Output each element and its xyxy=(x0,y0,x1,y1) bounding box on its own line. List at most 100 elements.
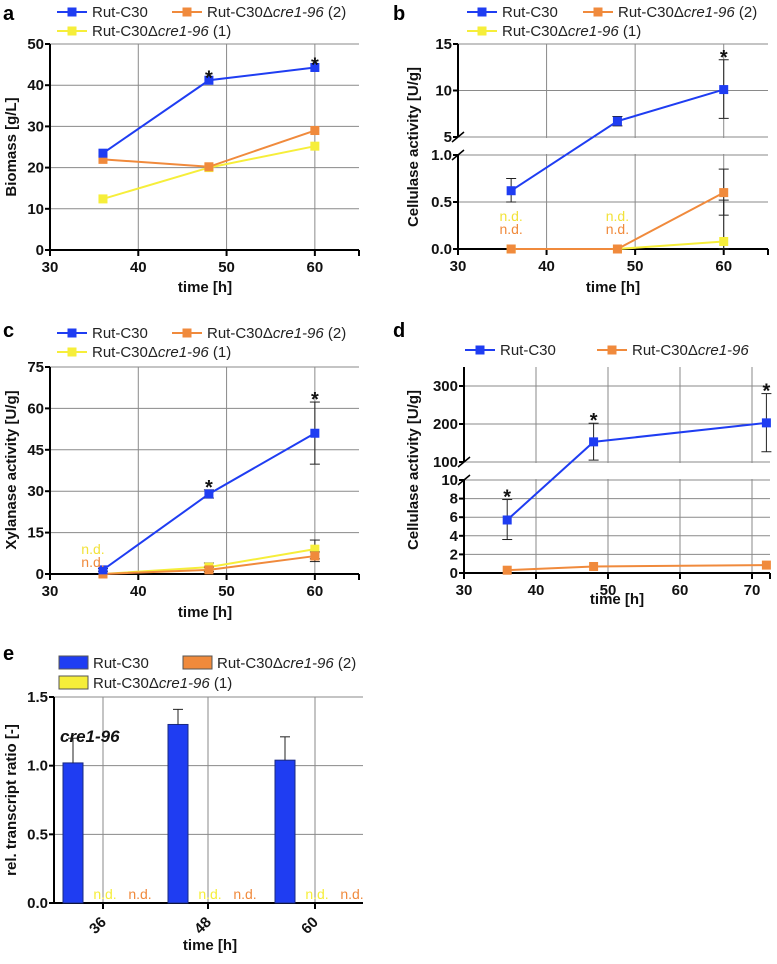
series-group xyxy=(506,59,729,254)
y-tick-label: 2 xyxy=(450,546,458,563)
not-detected-label: n.d. xyxy=(198,886,221,902)
data-point xyxy=(204,162,214,172)
y-tick-label: 0 xyxy=(36,242,44,259)
significance-marker: * xyxy=(590,410,598,432)
legend-marker xyxy=(593,7,603,17)
data-point xyxy=(719,188,729,198)
series-line xyxy=(102,129,316,168)
y-tick-label: 4 xyxy=(450,528,459,545)
legend-label-part: (2) xyxy=(324,4,347,21)
data-point xyxy=(98,565,108,575)
data-point xyxy=(204,75,214,85)
legend-marker xyxy=(67,26,77,36)
legend-label: Rut-C30Δcre1-96 (2) xyxy=(217,655,356,672)
bar xyxy=(167,723,189,904)
y-tick-label: 75 xyxy=(27,359,44,376)
legend-label-part: cre1-96 xyxy=(158,344,210,361)
y-axis-title: Cellulase activity [U/g] xyxy=(405,67,422,227)
bar xyxy=(274,759,296,904)
legend-marker xyxy=(477,7,487,17)
legend-label: Rut-C30Δcre1-96 xyxy=(632,342,749,359)
y-tick-label: 6 xyxy=(450,509,458,526)
y-tick-label: 100 xyxy=(433,454,458,471)
y-tick-label: 10 xyxy=(435,83,452,100)
data-point xyxy=(506,244,516,254)
legend-marker xyxy=(67,347,77,357)
series-group xyxy=(97,401,320,579)
series-line xyxy=(102,432,316,571)
legend-marker xyxy=(67,328,77,338)
not-detected-label: n.d. xyxy=(81,541,104,557)
x-tick-label: 40 xyxy=(130,259,147,276)
legend-entry: Rut-C30 xyxy=(57,4,148,21)
significance-marker: * xyxy=(503,487,511,509)
data-point xyxy=(310,141,320,151)
legend-label-part: cre1-96 xyxy=(283,655,335,672)
x-tick-label: 30 xyxy=(42,259,59,276)
x-tick-label: 50 xyxy=(218,259,235,276)
data-point xyxy=(502,565,512,575)
significance-marker: * xyxy=(311,54,319,76)
x-axis-title: time [h] xyxy=(586,279,640,296)
not-detected-label: n.d. xyxy=(606,221,629,237)
data-point xyxy=(310,62,320,72)
legend-label-part: Rut-C30Δ xyxy=(92,344,158,361)
y-tick-label: 45 xyxy=(27,442,44,459)
legend-swatch xyxy=(58,655,89,670)
y-tick-label: 15 xyxy=(435,36,452,53)
axis-break-mark xyxy=(451,149,465,161)
legend-label: Rut-C30Δcre1-96 (2) xyxy=(618,4,757,21)
data-point xyxy=(310,428,320,438)
legend-entry: Rut-C30Δcre1-96 (1) xyxy=(58,675,232,692)
legend-label: Rut-C30Δcre1-96 (1) xyxy=(92,23,231,40)
y-tick-label: 50 xyxy=(27,36,44,53)
y-tick-label: 10 xyxy=(27,201,44,218)
not-detected-label: n.d. xyxy=(93,886,116,902)
gene-label: cre1-96 xyxy=(60,727,120,746)
legend-swatch xyxy=(182,655,213,670)
y-axis-title: Biomass [g/L] xyxy=(3,97,20,196)
legend-label: Rut-C30Δcre1-96 (1) xyxy=(92,344,231,361)
legend-label-part: cre1-96 xyxy=(158,23,210,40)
x-tick-label: 60 xyxy=(672,582,689,599)
legend-label-part: Rut-C30Δ xyxy=(618,4,684,21)
legend-entry: Rut-C30Δcre1-96 xyxy=(597,342,749,359)
y-tick-label: 1.5 xyxy=(27,689,48,706)
significance-marker: * xyxy=(311,389,319,411)
data-point xyxy=(98,148,108,158)
panel-e: e 0.0 0.5 1.0 1.5 36 48 60 time [h] rel. transcri… xyxy=(3,643,364,954)
panel-a: a 0 10 20 30 40 50 30 40 50 60 time [h] Biomass [g/L… xyxy=(3,3,360,296)
panel-letter: a xyxy=(3,3,15,25)
panel-letter: e xyxy=(3,643,14,665)
x-axis-title: time [h] xyxy=(178,279,232,296)
y-tick-label: 20 xyxy=(27,160,44,177)
legend-label: Rut-C30Δcre1-96 (1) xyxy=(502,23,641,40)
data-point xyxy=(204,489,214,499)
y-tick-label: 30 xyxy=(27,483,44,500)
x-tick-label: 60 xyxy=(307,583,324,600)
not-detected-label: n.d. xyxy=(499,208,522,224)
series-line xyxy=(507,564,767,572)
panel-c: c 0 15 30 45 60 75 30 40 50 60 time [h] Xylanase act… xyxy=(3,320,360,621)
legend-label-part: cre1-96 xyxy=(273,4,325,21)
significance-marker: * xyxy=(763,381,771,403)
data-point xyxy=(761,418,771,428)
legend-marker xyxy=(475,345,485,355)
legend-marker xyxy=(477,26,487,36)
x-tick-label: 60 xyxy=(298,914,322,938)
x-tick-label: 40 xyxy=(538,258,555,275)
legend-label-part: Rut-C30Δ xyxy=(217,655,283,672)
data-point xyxy=(589,437,599,447)
significance-marker: * xyxy=(205,477,213,499)
y-tick-label: 15 xyxy=(27,525,44,542)
data-point xyxy=(98,194,108,204)
legend-label-part: Rut-C30Δ xyxy=(632,342,698,359)
not-detected-label: n.d. xyxy=(340,886,363,902)
legend-entry: Rut-C30Δcre1-96 (1) xyxy=(57,23,231,40)
y-tick-label: 0.0 xyxy=(431,241,452,258)
legend-label-part: cre1-96 xyxy=(568,23,620,40)
y-tick-label: 1.0 xyxy=(27,758,48,775)
data-point xyxy=(506,186,516,196)
x-tick-label: 30 xyxy=(450,258,467,275)
x-tick-label: 60 xyxy=(307,259,324,276)
